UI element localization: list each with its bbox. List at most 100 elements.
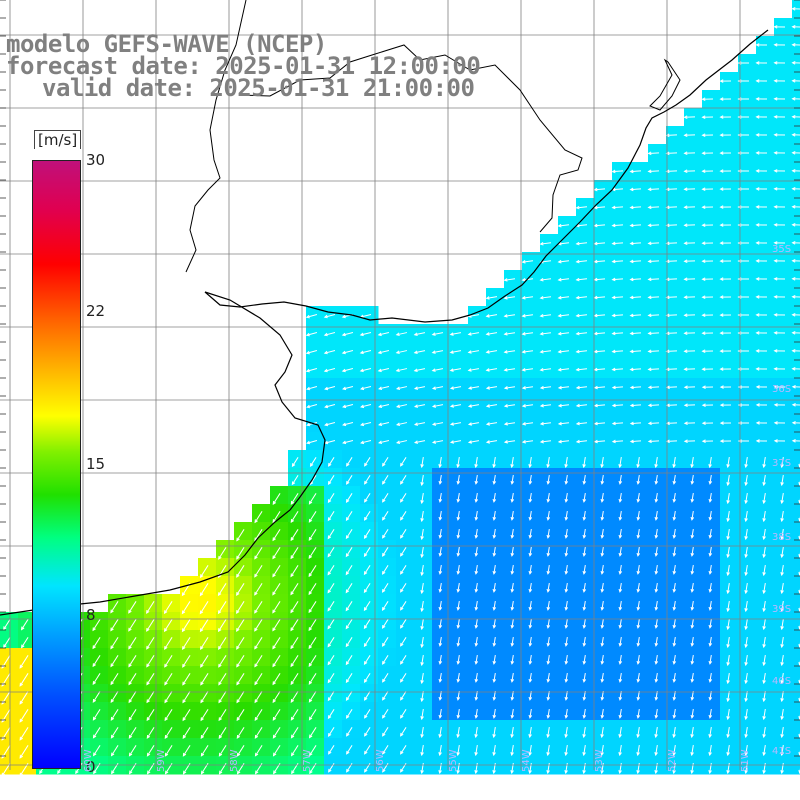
wind-arrow — [254, 619, 263, 632]
wind-arrowhead — [345, 553, 350, 558]
wind-arrowhead — [755, 439, 760, 443]
wind-arrowhead — [683, 151, 688, 156]
wind-arrowhead — [431, 404, 437, 408]
wind-arrowhead — [420, 752, 424, 757]
wind-arrowhead — [492, 696, 497, 701]
wind-arrow — [594, 404, 606, 407]
wind-arrow — [218, 619, 227, 632]
wind-arrowhead — [400, 750, 404, 755]
wind-arrow — [309, 745, 317, 756]
wind-arrowhead — [528, 660, 533, 665]
wind-arrowhead — [672, 752, 676, 757]
wind-arrow — [421, 510, 424, 522]
wind-arrowhead — [474, 534, 479, 539]
wind-arrowhead — [327, 553, 332, 558]
wind-arrowhead — [629, 403, 634, 408]
wind-arrow — [522, 314, 534, 317]
wind-arrow — [182, 691, 191, 703]
wind-arrowhead — [327, 535, 332, 540]
wind-arrowhead — [467, 350, 472, 354]
wind-arrowhead — [324, 404, 329, 409]
wind-arrowhead — [600, 534, 605, 539]
wind-arrowhead — [382, 678, 386, 683]
wind-arrowhead — [272, 734, 277, 739]
wind-arrow — [529, 600, 532, 610]
wind-arrow — [655, 456, 658, 468]
wind-arrow — [655, 528, 658, 538]
wind-arrowhead — [218, 663, 222, 668]
wind-arrow — [576, 206, 588, 209]
wind-arrowhead — [791, 331, 796, 335]
wind-arrow — [272, 727, 281, 739]
wind-arrowhead — [327, 517, 332, 522]
wind-arrowhead — [618, 734, 622, 739]
wind-arrow — [343, 386, 354, 390]
wind-arrow — [655, 708, 658, 718]
wind-arrow — [291, 745, 299, 756]
wind-arrow — [540, 368, 552, 371]
wind-arrow — [763, 564, 766, 576]
wind-arrowhead — [528, 696, 533, 701]
wind-arrow — [345, 601, 353, 611]
wind-arrowhead — [528, 624, 533, 629]
wind-arrowhead — [110, 645, 114, 650]
wind-arrowhead — [701, 223, 706, 227]
wind-arrow — [547, 654, 550, 664]
wind-arrowhead — [647, 259, 652, 264]
wind-arrow — [594, 224, 606, 227]
wind-arrowhead — [600, 464, 604, 469]
wind-arrow — [648, 332, 660, 334]
wind-arrowhead — [744, 590, 748, 595]
wind-speed-cell — [792, 630, 800, 649]
wind-arrowhead — [323, 350, 328, 355]
wind-arrowhead — [474, 624, 479, 629]
wind-arrow — [439, 582, 442, 592]
wind-arrow — [511, 528, 514, 538]
wind-arrow — [504, 296, 516, 299]
wind-arrowhead — [647, 349, 652, 354]
wind-arrow — [486, 350, 498, 353]
wind-arrow — [691, 474, 694, 484]
wind-arrow — [308, 691, 317, 703]
wind-arrowhead — [726, 482, 730, 487]
wind-arrow — [328, 457, 335, 467]
wind-arrowhead — [438, 642, 443, 647]
wind-arrow — [583, 600, 586, 610]
wind-arrow — [421, 744, 424, 756]
wind-arrowhead — [146, 752, 151, 757]
wind-arrowhead — [557, 403, 562, 408]
wind-arrow — [558, 278, 570, 281]
wind-arrowhead — [400, 624, 404, 629]
wind-arrow — [396, 350, 408, 354]
wind-arrow — [612, 206, 624, 209]
wind-arrow — [272, 529, 281, 541]
wind-arrow — [504, 404, 516, 407]
wind-arrowhead — [128, 609, 132, 614]
wind-arrowhead — [528, 534, 533, 539]
wind-arrow — [637, 528, 640, 538]
wind-arrow — [558, 422, 570, 425]
wind-arrow — [236, 673, 245, 685]
wind-arrowhead — [363, 607, 368, 612]
wind-arrow — [558, 260, 570, 263]
wind-arrow — [763, 672, 766, 684]
wind-arrow — [763, 744, 766, 756]
wind-arrowhead — [701, 151, 706, 155]
wind-arrow — [414, 386, 426, 390]
wind-arrow — [360, 440, 372, 444]
wind-arrowhead — [382, 660, 386, 665]
wind-arrowhead — [564, 552, 569, 557]
wind-arrow — [272, 655, 281, 667]
wind-arrowhead — [308, 518, 313, 523]
wind-arrow — [601, 582, 604, 592]
wind-arrowhead — [474, 464, 478, 469]
wind-arrowhead — [75, 770, 79, 775]
wind-arrowhead — [359, 350, 364, 355]
wind-arrow — [309, 727, 317, 738]
wind-arrowhead — [791, 79, 796, 83]
wind-arrowhead — [327, 715, 332, 720]
wind-arrowhead — [564, 770, 568, 775]
wind-arrowhead — [438, 606, 443, 611]
wind-arrow — [583, 492, 586, 502]
wind-arrow — [763, 726, 766, 738]
